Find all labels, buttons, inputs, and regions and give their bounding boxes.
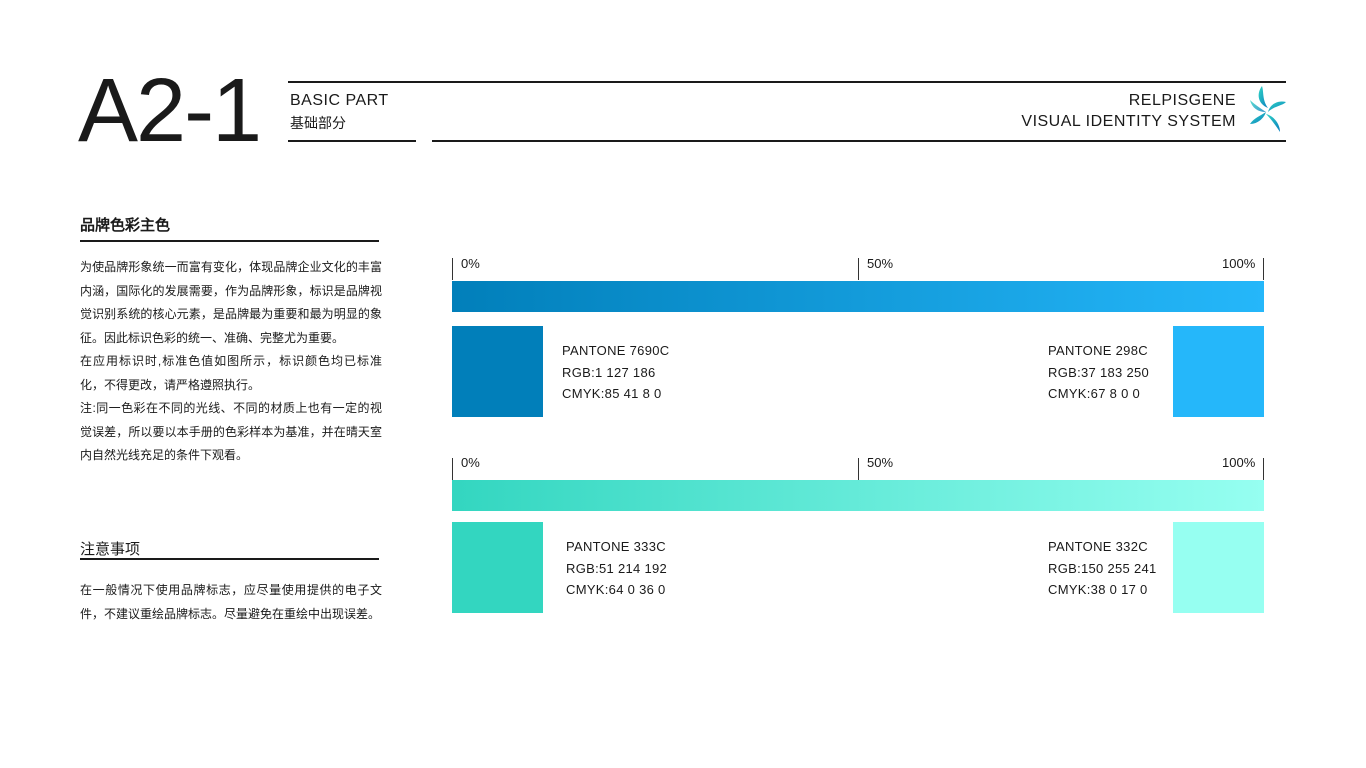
cmyk-value: CMYK:67 8 0 0 <box>1048 386 1141 401</box>
scale-tick <box>1263 258 1264 280</box>
rgb-value: RGB:150 255 241 <box>1048 560 1157 576</box>
swatch-spec-left: PANTONE 7690C RGB:1 127 186 CMYK:85 41 8… <box>562 340 669 405</box>
rgb-value: RGB:37 183 250 <box>1048 364 1150 380</box>
section-label-en: BASIC PART <box>290 92 389 109</box>
scale-tick <box>1263 458 1264 480</box>
scale-label-100: 100% <box>1222 455 1256 470</box>
color-swatch-7690c <box>452 326 543 417</box>
primary-gradient-bar <box>452 281 1264 312</box>
scale-label-50: 50% <box>867 256 894 271</box>
header-divider <box>288 81 416 83</box>
pantone-code: PANTONE 332C <box>1048 539 1148 554</box>
brand-color-description: 为使品牌形象统一而富有变化，体现品牌企业文化的丰富内涵，国际化的发展需要，作为品… <box>80 256 382 468</box>
header-divider <box>288 140 416 142</box>
notes-description: 在一般情况下使用品牌标志，应尽量使用提供的电子文件，不建议重绘品牌标志。尽量避免… <box>80 579 382 626</box>
section-title-notes: 注意事项 <box>80 541 141 558</box>
pinwheel-logo-icon <box>1250 86 1286 132</box>
paragraph: 为使品牌形象统一而富有变化，体现品牌企业文化的丰富内涵，国际化的发展需要，作为品… <box>80 260 382 345</box>
cmyk-value: CMYK:38 0 17 0 <box>1048 582 1148 597</box>
section-rule <box>80 240 379 242</box>
rgb-value: RGB:1 127 186 <box>562 364 656 380</box>
rgb-value: RGB:51 214 192 <box>566 560 668 576</box>
scale-tick <box>452 258 453 280</box>
pantone-code: PANTONE 7690C <box>562 343 670 358</box>
scale-label-100: 100% <box>1222 256 1256 271</box>
scale-tick <box>858 258 859 280</box>
swatch-spec-right: PANTONE 298C RGB:37 183 250 CMYK:67 8 0 … <box>1048 340 1149 405</box>
header-divider <box>416 81 1286 83</box>
color-swatch-298c <box>1173 326 1264 417</box>
color-swatch-332c <box>1173 522 1264 613</box>
page-code: A2-1 <box>78 61 262 161</box>
scale-tick <box>858 458 859 480</box>
pantone-code: PANTONE 298C <box>1048 343 1148 358</box>
brand-name: RELPISGENE <box>1128 92 1236 109</box>
scale-label-0: 0% <box>461 256 480 271</box>
paragraph: 在一般情况下使用品牌标志，应尽量使用提供的电子文件，不建议重绘品牌标志。尽量避免… <box>80 583 382 621</box>
cmyk-value: CMYK:64 0 36 0 <box>566 582 666 597</box>
scale-tick <box>452 458 453 480</box>
scale-label-50: 50% <box>867 455 894 470</box>
swatch-spec-right: PANTONE 332C RGB:150 255 241 CMYK:38 0 1… <box>1048 536 1157 601</box>
cmyk-value: CMYK:85 41 8 0 <box>562 386 662 401</box>
section-label-cn: 基础部分 <box>290 115 346 131</box>
paragraph: 在应用标识时,标准色值如图所示，标识颜色均已标准化，不得更改，请严格遵照执行。 <box>80 354 382 392</box>
color-swatch-333c <box>452 522 543 613</box>
swatch-spec-left: PANTONE 333C RGB:51 214 192 CMYK:64 0 36… <box>566 536 667 601</box>
paragraph: 注:同一色彩在不同的光线、不同的材质上也有一定的视觉误差，所以要以本手册的色彩样… <box>80 401 382 462</box>
pantone-code: PANTONE 333C <box>566 539 666 554</box>
section-title-brand-colors: 品牌色彩主色 <box>80 217 171 234</box>
header-divider <box>432 140 1286 142</box>
section-rule <box>80 558 379 560</box>
secondary-gradient-bar <box>452 480 1264 511</box>
brand-subtitle: VISUAL IDENTITY SYSTEM <box>1021 113 1236 130</box>
scale-label-0: 0% <box>461 455 480 470</box>
